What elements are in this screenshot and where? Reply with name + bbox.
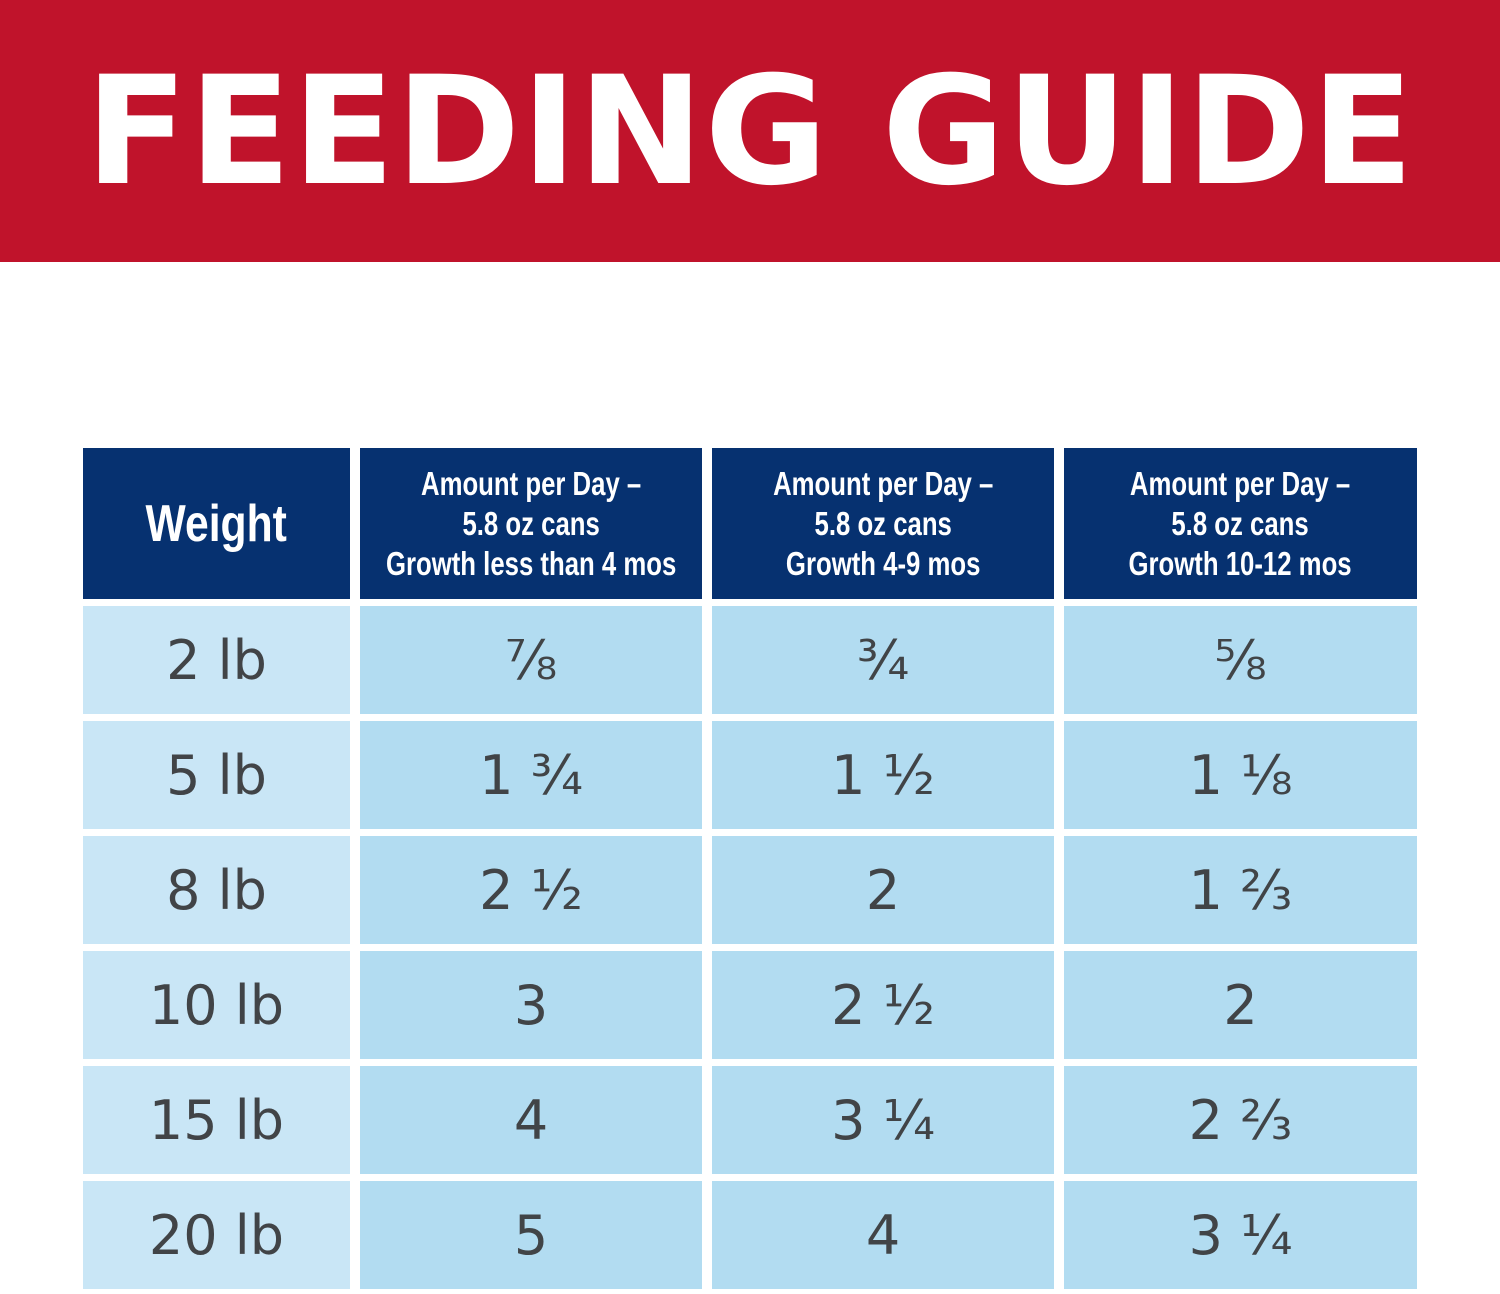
- weight-cell: 10 lb: [83, 951, 350, 1059]
- amount-cell: 2 ½: [712, 951, 1054, 1059]
- weight-cell: 20 lb: [83, 1181, 350, 1289]
- header-line: 5.8 oz cans: [1171, 504, 1310, 542]
- amount-cell: 2: [712, 836, 1054, 944]
- amount-cell: ⅝: [1064, 606, 1417, 714]
- amount-cell: 3 ¼: [1064, 1181, 1417, 1289]
- header-growth-4-9-mos: Amount per Day – 5.8 oz cans Growth 4-9 …: [712, 448, 1054, 599]
- weight-cell: 5 lb: [83, 721, 350, 829]
- title-banner: FEEDING GUIDE: [0, 0, 1500, 262]
- amount-cell: ⅞: [360, 606, 702, 714]
- amount-cell: 2: [1064, 951, 1417, 1059]
- amount-cell: 5: [360, 1181, 702, 1289]
- header-line: 5.8 oz cans: [814, 504, 952, 542]
- amount-cell: 4: [712, 1181, 1054, 1289]
- weight-cell: 2 lb: [83, 606, 350, 714]
- amount-cell: 3: [360, 951, 702, 1059]
- header-weight-label: Weight: [145, 494, 288, 553]
- weight-cell: 8 lb: [83, 836, 350, 944]
- header-line: Growth 10-12 mos: [1128, 544, 1353, 582]
- header-growth-10-12-mos: Amount per Day – 5.8 oz cans Growth 10-1…: [1064, 448, 1417, 599]
- header-line: 5.8 oz cans: [462, 504, 600, 542]
- amount-cell: 3 ¼: [712, 1066, 1054, 1174]
- amount-cell: ¾: [712, 606, 1054, 714]
- weight-cell: 15 lb: [83, 1066, 350, 1174]
- header-line: Growth 4-9 mos: [785, 544, 981, 582]
- header-line: Amount per Day –: [420, 464, 642, 502]
- amount-cell: 4: [360, 1066, 702, 1174]
- amount-cell: 1 ¾: [360, 721, 702, 829]
- header-line: Amount per Day –: [1130, 464, 1351, 502]
- feeding-table: Weight Amount per Day – 5.8 oz cans Grow…: [83, 448, 1419, 1289]
- amount-cell: 1 ½: [712, 721, 1054, 829]
- header-weight: Weight: [83, 448, 350, 599]
- amount-cell: 1 ⅔: [1064, 836, 1417, 944]
- page-title: FEEDING GUIDE: [85, 45, 1415, 219]
- header-line: Growth less than 4 mos: [385, 544, 677, 582]
- header-growth-under-4-mos: Amount per Day – 5.8 oz cans Growth less…: [360, 448, 702, 599]
- header-line: Amount per Day –: [772, 464, 994, 502]
- amount-cell: 1 ⅛: [1064, 721, 1417, 829]
- amount-cell: 2 ⅔: [1064, 1066, 1417, 1174]
- amount-cell: 2 ½: [360, 836, 702, 944]
